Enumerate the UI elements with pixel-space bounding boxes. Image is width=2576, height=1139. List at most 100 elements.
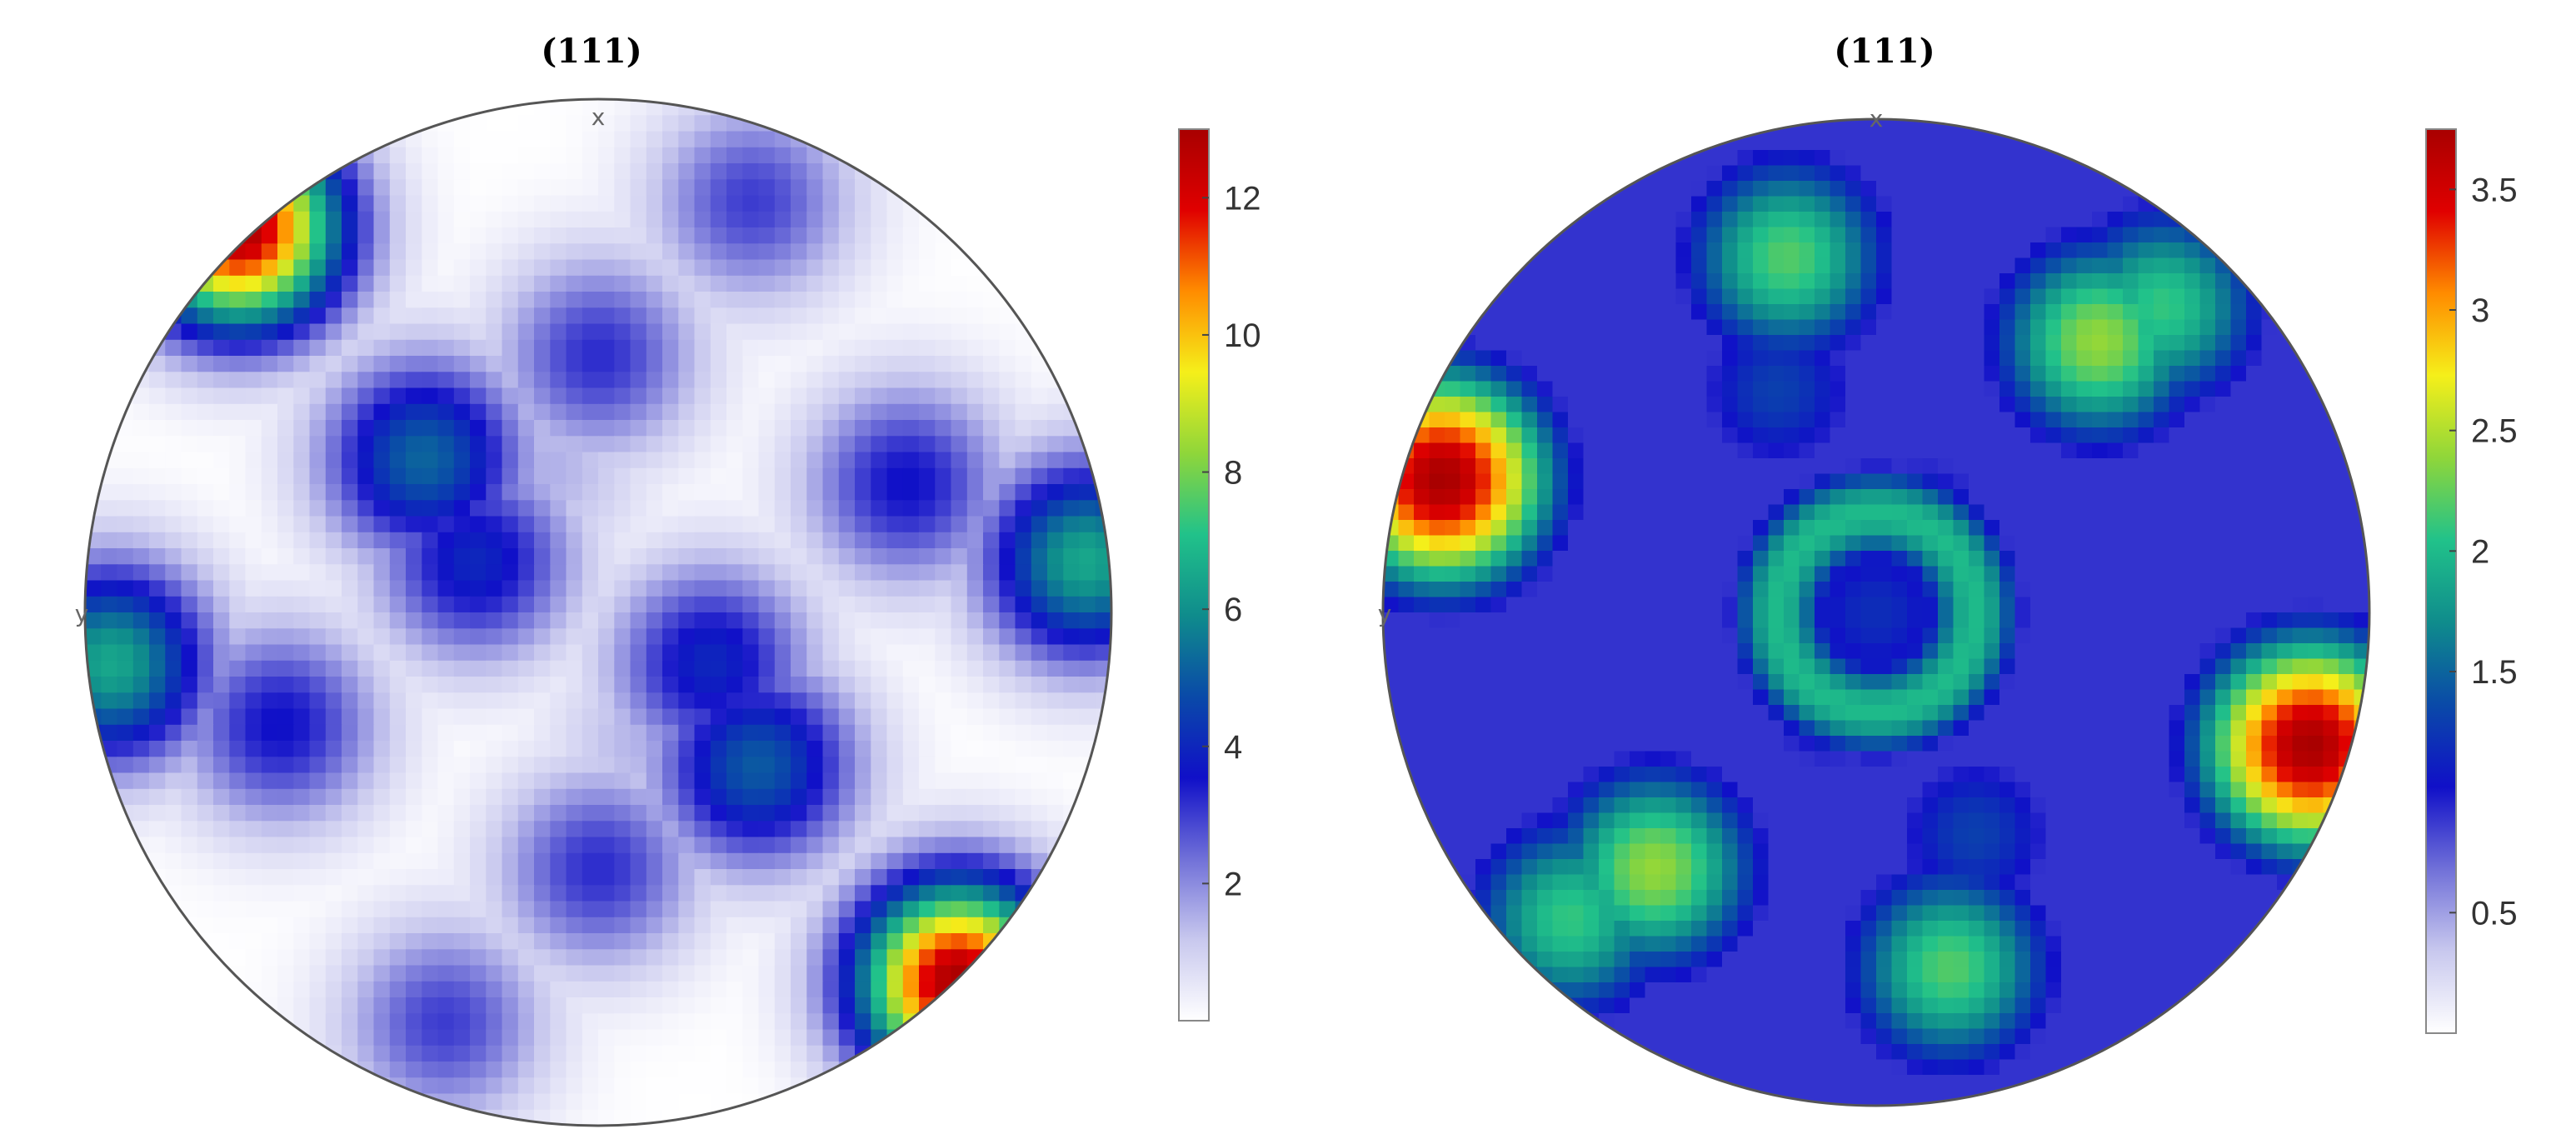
- density-cell: [919, 564, 936, 582]
- density-cell: [1784, 350, 1800, 367]
- density-cell: [886, 323, 904, 341]
- density-cell: [726, 660, 744, 677]
- density-cell: [919, 532, 936, 549]
- density-cell: [630, 1062, 647, 1079]
- density-cell: [517, 211, 535, 228]
- density-cell: [2154, 304, 2170, 321]
- density-cell: [197, 724, 214, 742]
- density-cell: [213, 772, 231, 790]
- density-cell: [261, 965, 278, 982]
- density-cell: [871, 837, 888, 854]
- density-cell: [325, 420, 342, 437]
- density-cell: [951, 612, 968, 630]
- density-cell: [213, 307, 231, 325]
- density-cell: [132, 516, 150, 533]
- density-cell: [2123, 304, 2139, 321]
- density-cell: [1537, 504, 1554, 521]
- density-cell: [1768, 442, 1785, 459]
- density-cell: [710, 628, 727, 646]
- density-cell: [2030, 458, 2047, 475]
- density-cell: [1876, 381, 1893, 397]
- density-cell: [101, 564, 118, 582]
- colorbar-left-tick-label: 4: [1224, 729, 1242, 766]
- density-cell: [2076, 473, 2093, 490]
- density-cell: [486, 387, 503, 405]
- density-cell: [1398, 489, 1415, 506]
- density-cell: [373, 741, 391, 758]
- density-cell: [534, 1029, 552, 1047]
- density-cell: [678, 484, 696, 502]
- density-cell: [2076, 397, 2093, 413]
- density-cell: [966, 387, 984, 405]
- density-cell: [1675, 196, 1692, 212]
- density-cell: [261, 452, 278, 469]
- density-cell: [710, 885, 727, 902]
- density-cell: [1799, 427, 1815, 444]
- density-cell: [1506, 335, 1523, 352]
- density-cell: [566, 1109, 583, 1126]
- density-cell: [229, 452, 247, 469]
- density-cell: [357, 628, 375, 646]
- density-cell: [1938, 489, 1954, 506]
- density-cell: [389, 500, 407, 517]
- density-cell: [1860, 442, 1877, 459]
- density-cell: [261, 532, 278, 549]
- density-cell: [373, 1029, 391, 1047]
- density-cell: [1660, 196, 1677, 212]
- density-cell: [598, 724, 616, 742]
- density-cell: [165, 500, 182, 517]
- density-cell: [309, 500, 327, 517]
- density-cell: [1521, 458, 1538, 475]
- density-cell: [517, 821, 535, 838]
- density-cell: [406, 596, 423, 613]
- density-cell: [726, 580, 744, 597]
- density-cell: [2154, 473, 2170, 490]
- density-cell: [2107, 535, 2124, 552]
- density-cell: [1830, 165, 1846, 182]
- density-cell: [325, 885, 342, 902]
- density-cell: [951, 628, 968, 646]
- density-cell: [1031, 580, 1048, 597]
- density-cell: [453, 292, 471, 309]
- density-cell: [630, 339, 647, 357]
- density-cell: [871, 548, 888, 566]
- density-cell: [2138, 397, 2154, 413]
- density-cell: [293, 259, 311, 277]
- density-cell: [309, 467, 327, 485]
- density-cell: [1630, 535, 1646, 552]
- density-cell: [774, 612, 791, 630]
- density-cell: [758, 1062, 776, 1079]
- density-cell: [791, 452, 808, 469]
- density-cell: [165, 436, 182, 453]
- density-cell: [726, 99, 744, 117]
- density-cell: [598, 1077, 616, 1095]
- density-cell: [502, 741, 519, 758]
- density-cell: [245, 292, 262, 309]
- density-cell: [357, 179, 375, 197]
- density-cell: [1845, 520, 1862, 537]
- density-cell: [822, 211, 840, 228]
- density-cell: [1768, 397, 1785, 413]
- density-cell: [1876, 412, 1893, 428]
- density-cell: [1768, 181, 1785, 197]
- density-cell: [758, 885, 776, 902]
- density-cell: [406, 403, 423, 421]
- density-cell: [245, 307, 262, 325]
- density-cell: [1984, 181, 2000, 197]
- density-cell: [726, 131, 744, 148]
- density-cell: [1063, 596, 1081, 613]
- density-cell: [935, 259, 952, 277]
- density-cell: [422, 1109, 439, 1126]
- density-cell: [2107, 520, 2124, 537]
- density-cell: [422, 372, 439, 389]
- density-cell: [1475, 442, 1492, 459]
- density-cell: [871, 708, 888, 726]
- density-cell: [245, 677, 262, 694]
- density-cell: [2138, 319, 2154, 336]
- density-cell: [822, 692, 840, 710]
- density-cell: [470, 147, 487, 164]
- density-cell: [1768, 535, 1785, 552]
- density-cell: [117, 708, 134, 726]
- density-cell: [534, 115, 552, 132]
- density-cell: [486, 1077, 503, 1095]
